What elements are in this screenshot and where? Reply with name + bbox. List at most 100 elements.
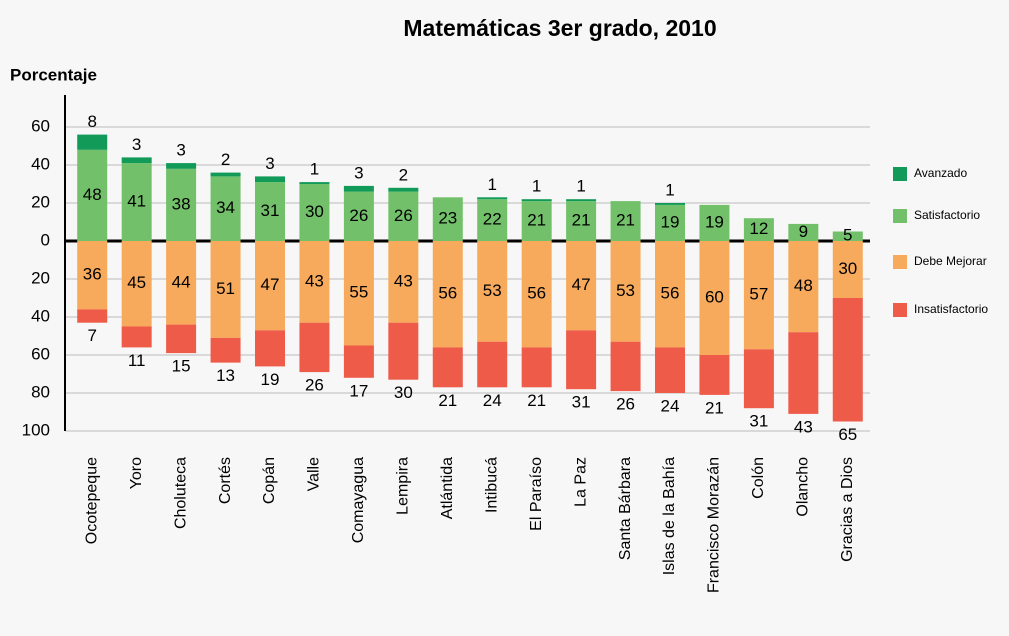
bar-segment (299, 241, 330, 323)
data-label: 51 (216, 279, 235, 298)
bar-segment (299, 182, 330, 184)
bar-segment (832, 298, 863, 422)
data-label: 19 (261, 370, 280, 389)
bar-segment (210, 176, 241, 241)
data-label: 47 (261, 275, 280, 294)
legend-swatch (893, 255, 907, 269)
data-label: 1 (532, 177, 541, 196)
bar-segment (699, 204, 730, 241)
bar-segment (477, 197, 508, 200)
bar-segment (743, 241, 774, 350)
y-tick-label: 20 (31, 192, 50, 211)
y-tick-label: 100 (22, 420, 50, 439)
bar-segment (255, 330, 285, 367)
bar-segment (166, 241, 197, 325)
bar-segment (521, 199, 552, 202)
data-label: 55 (349, 283, 368, 302)
x-tick-label: Ocotepeque (83, 457, 100, 544)
data-label: 21 (527, 211, 546, 230)
data-label: 9 (799, 222, 808, 241)
data-label: 30 (838, 259, 857, 278)
y-tick-label: 40 (31, 306, 50, 325)
bar-segment (788, 223, 819, 241)
x-tick-label: Islas de la Bahía (661, 457, 678, 575)
bar-segment (343, 241, 374, 346)
bar-segment (121, 157, 152, 164)
legend-label: Insatisfactorio (914, 302, 988, 316)
bar-segment (610, 241, 641, 342)
legend-swatch (893, 209, 907, 223)
data-label: 26 (394, 206, 413, 225)
y-tick-label: 60 (31, 116, 50, 135)
bar-segment (255, 182, 285, 241)
y-tick-label: 20 (31, 268, 50, 287)
x-tick-label: Atlántida (439, 457, 456, 519)
data-label: 23 (438, 209, 457, 228)
x-tick-label: Comayagua (350, 457, 367, 543)
data-label: 53 (483, 281, 502, 300)
y-tick-label: 0 (41, 230, 50, 249)
bar-segment (166, 168, 197, 241)
data-label: 17 (349, 381, 368, 400)
data-label: 36 (83, 265, 102, 284)
bar-segment (343, 345, 374, 378)
data-label: 1 (487, 175, 496, 194)
bar-segment (121, 241, 152, 327)
data-label: 1 (576, 177, 585, 196)
data-label: 56 (438, 284, 457, 303)
legend-swatch (893, 303, 907, 317)
bar-segment (521, 241, 552, 348)
data-label: 60 (705, 287, 724, 306)
bar-segment (566, 330, 597, 390)
bar-segment (343, 185, 374, 192)
bar-segment (343, 191, 374, 241)
data-label: 3 (176, 141, 185, 160)
data-label: 21 (527, 391, 546, 410)
data-label: 38 (172, 194, 191, 213)
bar-segment (566, 199, 597, 202)
x-tick-label: Lempira (395, 457, 412, 515)
data-label: 19 (705, 212, 724, 231)
legend-label: Avanzado (914, 166, 967, 180)
data-label: 31 (749, 412, 768, 431)
bar-segment (388, 191, 419, 241)
bar-segment (299, 322, 330, 373)
data-label: 30 (305, 202, 324, 221)
data-label: 47 (572, 275, 591, 294)
data-label: 19 (661, 212, 680, 231)
x-tick-label: Intibucá (483, 457, 500, 513)
bar-segment (743, 218, 774, 241)
bar-segment (210, 172, 241, 177)
bar-segment (655, 347, 685, 393)
bar-segment (655, 204, 685, 241)
bar-segment (432, 347, 463, 388)
bar-segment (255, 176, 285, 183)
data-label: 31 (261, 201, 280, 220)
data-label: 11 (128, 351, 146, 370)
bar-segment (388, 241, 419, 323)
legend-label: Satisfactorio (914, 208, 980, 222)
data-label: 65 (838, 425, 857, 444)
bar-segment (166, 163, 197, 169)
data-label: 43 (305, 271, 324, 290)
data-label: 56 (527, 284, 546, 303)
data-label: 21 (572, 211, 591, 230)
data-label: 41 (127, 192, 146, 211)
bar-segment (477, 341, 508, 388)
x-tick-label: El Paraíso (528, 457, 545, 531)
bar-segment (521, 201, 552, 241)
bar-segment (566, 201, 597, 241)
x-tick-label: Gracias a Dios (839, 457, 856, 562)
data-label: 34 (216, 198, 235, 217)
bar-segment (743, 349, 774, 409)
bar-segment (166, 324, 197, 354)
data-label: 12 (749, 219, 768, 238)
bar-segment (77, 149, 108, 241)
data-label: 31 (572, 393, 591, 412)
data-label: 53 (616, 281, 635, 300)
data-label: 3 (265, 154, 274, 173)
chart-title: Matemáticas 3er grado, 2010 (403, 15, 716, 41)
x-tick-label: Choluteca (172, 457, 189, 529)
bar-segment (610, 201, 641, 241)
data-label: 24 (661, 396, 680, 415)
